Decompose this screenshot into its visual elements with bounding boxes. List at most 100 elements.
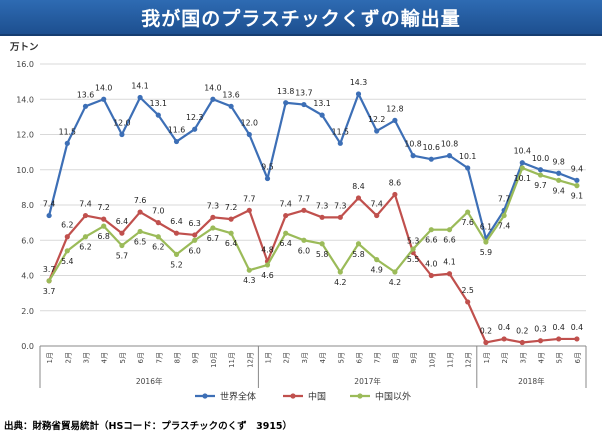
data-point (374, 212, 380, 219)
data-point (82, 212, 89, 219)
data-point (173, 138, 180, 145)
data-point (483, 239, 489, 245)
data-label: 6.2 (61, 221, 73, 230)
data-label: 6.6 (425, 236, 437, 245)
data-point (392, 269, 398, 275)
data-label: 14.1 (131, 81, 148, 90)
data-point (82, 103, 89, 109)
data-point (537, 338, 544, 344)
x-tick-label: 9月 (192, 352, 200, 363)
data-point (537, 167, 544, 173)
data-point (264, 262, 271, 268)
x-tick-label: 5月 (119, 352, 127, 363)
legend-marker (202, 393, 208, 399)
data-label: 4.0 (425, 260, 437, 269)
data-label: 0.4 (552, 323, 564, 332)
legend-label: 中国 (308, 391, 326, 403)
data-point (392, 191, 398, 198)
data-point (228, 103, 234, 109)
data-point (246, 207, 252, 213)
data-label: 9.7 (534, 181, 546, 190)
data-label: 6.4 (279, 239, 291, 248)
data-label: 9.8 (552, 157, 564, 166)
data-label: 6.6 (443, 236, 455, 245)
x-tick-label: 3月 (519, 352, 527, 363)
data-point (574, 177, 580, 183)
data-label: 8.4 (352, 182, 364, 191)
data-point (355, 241, 362, 247)
data-label: 9.1 (571, 192, 583, 201)
x-tick-label: 7月 (155, 352, 163, 363)
data-label: 12.0 (113, 119, 130, 128)
data-label: 6.7 (207, 234, 219, 243)
data-point (556, 177, 562, 183)
data-label: 5.5 (407, 255, 419, 264)
data-label: 0.4 (498, 323, 510, 332)
data-point (519, 165, 525, 171)
data-point (301, 101, 307, 108)
data-point (283, 212, 289, 219)
data-label: 0.3 (534, 325, 546, 334)
unit-label: 万トン (9, 42, 39, 53)
data-point (483, 339, 489, 346)
y-tick-label: 8.0 (21, 201, 34, 210)
data-label: 10.1 (514, 174, 531, 183)
data-label: 12.8 (386, 104, 403, 113)
data-label: 3.7 (43, 265, 55, 274)
data-label: 10.8 (441, 140, 458, 149)
data-label: 10.6 (423, 143, 440, 152)
data-label: 13.7 (295, 89, 312, 98)
data-point (192, 232, 198, 238)
title-bar: 我が国のプラスチックくずの輸出量 (0, 0, 602, 36)
data-point (210, 214, 216, 220)
data-label: 13.6 (222, 90, 239, 99)
x-tick-label: 12月 (465, 352, 473, 368)
chart-title: 我が国のプラスチックくずの輸出量 (141, 7, 461, 30)
y-tick-label: 16.0 (16, 60, 34, 69)
data-point (137, 94, 143, 101)
data-point (556, 336, 562, 342)
x-tick-label: 6月 (137, 352, 145, 363)
x-tick-label: 11月 (228, 352, 236, 368)
data-label: 6.5 (134, 237, 146, 246)
data-point (228, 230, 234, 236)
data-point (301, 207, 307, 213)
data-label: 7.4 (498, 222, 510, 231)
data-point (428, 227, 434, 233)
data-point (446, 153, 453, 159)
data-label: 5.2 (170, 260, 182, 269)
y-tick-label: 10.0 (16, 166, 34, 175)
x-tick-label: 5月 (556, 352, 564, 363)
data-point (428, 156, 434, 162)
x-tick-label: 9月 (410, 352, 418, 363)
data-point (301, 237, 307, 243)
series-line-1 (48, 92, 578, 240)
source-note: 出典：財務省貿易統計（HSコード：プラスチックのくず 3915） (4, 421, 293, 432)
data-label: 13.1 (313, 99, 330, 108)
x-tick-label: 5月 (337, 352, 345, 363)
legend-marker (357, 393, 363, 399)
x-tick-label: 2月 (283, 352, 291, 363)
data-point (64, 248, 70, 254)
data-point (64, 234, 70, 240)
data-label: 0.4 (571, 323, 583, 332)
data-point (155, 234, 161, 240)
data-label: 7.4 (370, 200, 382, 209)
data-point (446, 227, 453, 233)
x-tick-label: 11月 (447, 352, 455, 368)
y-tick-label: 4.0 (21, 272, 34, 281)
data-label: 11.6 (168, 126, 185, 135)
data-label: 5.8 (352, 250, 364, 259)
data-point (155, 112, 161, 118)
data-label: 0.2 (516, 326, 528, 335)
data-point (337, 214, 343, 220)
x-tick-label: 12月 (246, 352, 254, 368)
data-point (392, 117, 398, 123)
data-label: 4.3 (243, 276, 255, 285)
x-tick-label: 3月 (83, 352, 91, 363)
x-tick-label: 3月 (301, 352, 309, 363)
data-point (101, 223, 107, 229)
data-label: 6.8 (97, 232, 109, 241)
data-point (410, 153, 416, 159)
data-point (46, 212, 52, 219)
